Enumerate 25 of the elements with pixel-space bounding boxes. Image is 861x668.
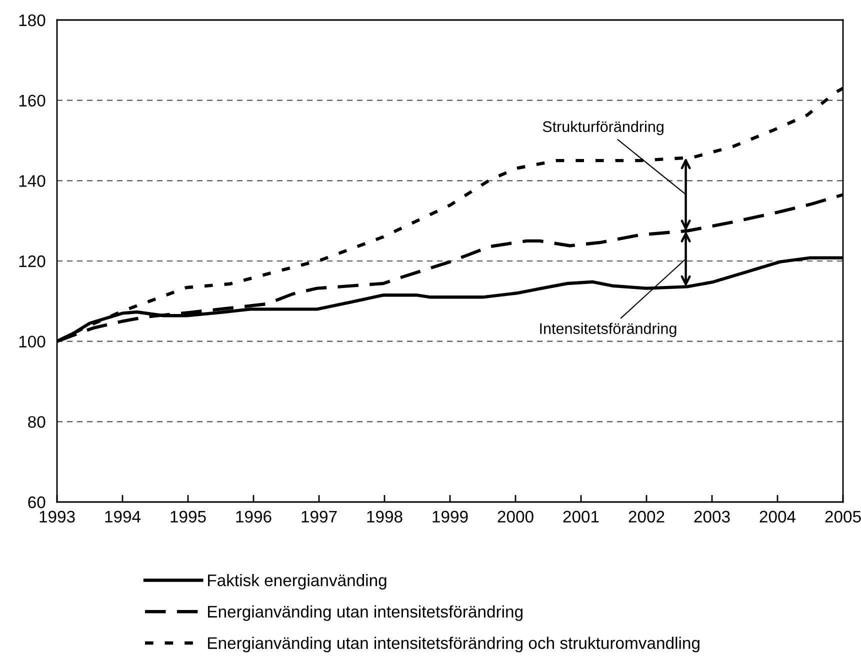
x-tick-label: 1997 [302, 510, 337, 523]
y-tick-label: 160 [19, 94, 46, 107]
y-tick-label: 120 [19, 255, 46, 268]
y-tick-label: 60 [28, 496, 46, 508]
y-tick-label: 180 [19, 14, 46, 26]
x-tick-label: 2004 [760, 510, 796, 523]
annotation: Intensitetsförändring [540, 322, 676, 338]
x-tick-label: 2002 [628, 510, 664, 523]
legend-label: Faktisk energianvänding [208, 574, 386, 590]
y-tick-label: 100 [19, 336, 46, 348]
x-tick-label: 1994 [105, 510, 141, 523]
x-tick-label: 1998 [367, 510, 402, 523]
x-tick-label: 2003 [694, 510, 730, 523]
legend-label: Energianvänding utan intensitetsförändring och strukturomvandling [208, 636, 700, 652]
x-tick-label: 2000 [498, 510, 534, 523]
y-tick-label: 80 [28, 416, 46, 428]
legend-label: Energianvänding utan intensitetsförändring [208, 605, 522, 621]
x-tick-label: 1993 [40, 510, 75, 523]
x-tick-label: 1996 [236, 510, 272, 523]
annotation: Strukturförändring [542, 120, 664, 136]
y-tick-label: 140 [19, 175, 46, 187]
x-tick-label: 2001 [563, 510, 599, 523]
x-tick-label: 1999 [432, 510, 468, 523]
x-tick-label: 2005 [825, 510, 861, 523]
x-tick-label: 1995 [170, 510, 206, 523]
